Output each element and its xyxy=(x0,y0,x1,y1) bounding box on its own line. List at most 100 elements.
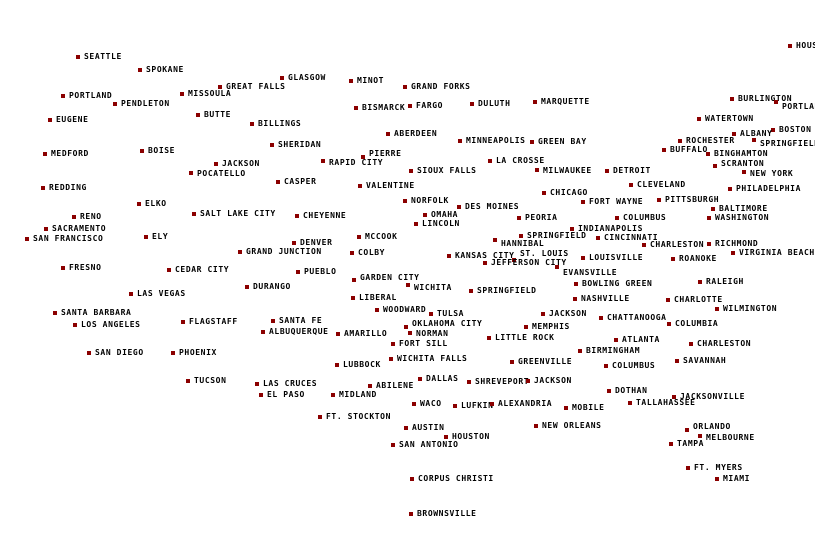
city-label: EVANSVILLE xyxy=(563,268,618,277)
city-dot xyxy=(493,238,497,242)
city-label: JEFFERSON CITY xyxy=(491,258,567,267)
city-dot xyxy=(389,357,393,361)
city-dot xyxy=(336,332,340,336)
city-label: GLASGOW xyxy=(288,73,326,82)
city-dot xyxy=(742,170,746,174)
city-label: NEW YORK xyxy=(750,169,794,178)
city-dot xyxy=(671,257,675,261)
city-label: CHARLESTON xyxy=(650,240,705,249)
city-label: LIBERAL xyxy=(359,293,397,302)
city-dot xyxy=(535,168,539,172)
city-dot xyxy=(409,512,413,516)
city-dot xyxy=(292,241,296,245)
city-label: BUTTE xyxy=(204,110,232,119)
city-label: PENDLETON xyxy=(121,99,170,108)
city-label: RAPID CITY xyxy=(329,158,384,167)
city-label: LAS CRUCES xyxy=(263,379,318,388)
city-dot xyxy=(318,415,322,419)
city-label: LOUISVILLE xyxy=(589,253,644,262)
city-label: SEATTLE xyxy=(84,52,122,61)
city-dot xyxy=(542,191,546,195)
city-dot xyxy=(512,258,516,262)
city-dot xyxy=(403,85,407,89)
city-label: ALBANY xyxy=(740,129,773,138)
city-dot xyxy=(410,477,414,481)
city-dot xyxy=(368,384,372,388)
city-label: OKLAHOMA CITY xyxy=(412,319,483,328)
city-dot xyxy=(404,325,408,329)
city-label: SALT LAKE CITY xyxy=(200,209,276,218)
city-dot xyxy=(604,364,608,368)
city-label: BOSTON xyxy=(779,125,812,134)
city-dot xyxy=(698,280,702,284)
city-label: MCCOOK xyxy=(365,232,398,241)
city-label: ELY xyxy=(152,232,169,241)
city-dot xyxy=(375,308,379,312)
city-dot xyxy=(605,169,609,173)
city-label: SAVANNAH xyxy=(683,356,727,365)
city-dot xyxy=(555,265,559,269)
city-dot xyxy=(469,289,473,293)
city-label: ORLANDO xyxy=(693,422,731,431)
city-dot xyxy=(259,393,263,397)
city-label: SPOKANE xyxy=(146,65,184,74)
city-label: PIERRE xyxy=(369,149,402,158)
city-label: EUGENE xyxy=(56,115,89,124)
city-dot xyxy=(129,292,133,296)
city-dot xyxy=(686,466,690,470)
city-dot xyxy=(76,55,80,59)
city-dot xyxy=(573,297,577,301)
city-dot xyxy=(447,254,451,258)
city-label: WATERTOWN xyxy=(705,114,754,123)
city-dot xyxy=(581,256,585,260)
city-label: CHARLOTTE xyxy=(674,295,723,304)
city-dot xyxy=(276,180,280,184)
city-dot xyxy=(599,316,603,320)
city-label: SHERIDAN xyxy=(278,140,322,149)
city-dot xyxy=(628,401,632,405)
city-dot xyxy=(533,100,537,104)
city-dot xyxy=(196,113,200,117)
city-dot xyxy=(140,149,144,153)
city-dot xyxy=(180,92,184,96)
city-dot xyxy=(732,132,736,136)
city-label: MELBOURNE xyxy=(706,433,755,442)
city-dot xyxy=(167,268,171,272)
city-label: MIDLAND xyxy=(339,390,377,399)
city-label: PEORIA xyxy=(525,213,558,222)
city-label: TULSA xyxy=(437,309,465,318)
city-label: OMAHA xyxy=(431,210,459,219)
city-dot xyxy=(657,198,661,202)
city-label: LUFKIN xyxy=(461,401,494,410)
city-dot xyxy=(280,76,284,80)
city-dot xyxy=(171,351,175,355)
city-dot xyxy=(728,187,732,191)
city-dot xyxy=(250,122,254,126)
city-dot xyxy=(189,171,193,175)
city-label: JACKSON xyxy=(534,376,572,385)
city-label: DALLAS xyxy=(426,374,459,383)
city-dot xyxy=(488,159,492,163)
city-label: FLAGSTAFF xyxy=(189,317,238,326)
city-dot xyxy=(706,152,710,156)
city-dot xyxy=(386,132,390,136)
city-dot xyxy=(607,389,611,393)
city-label: JACKSON xyxy=(549,309,587,318)
city-dot xyxy=(453,404,457,408)
city-label: NASHVILLE xyxy=(581,294,630,303)
city-dot xyxy=(412,402,416,406)
city-label: COLUMBIA xyxy=(675,319,719,328)
city-dot xyxy=(137,202,141,206)
city-label: ROCHESTER xyxy=(686,136,735,145)
city-label: BIRMINGHAM xyxy=(586,346,641,355)
city-label: SAN FRANCISCO xyxy=(33,234,104,243)
city-dot xyxy=(458,139,462,143)
city-label: CHICAGO xyxy=(550,188,588,197)
city-label: CORPUS CHRISTI xyxy=(418,474,494,483)
city-dot xyxy=(707,242,711,246)
city-label: CHATTANOOGA xyxy=(607,313,667,322)
city-dot xyxy=(361,155,365,159)
city-dot xyxy=(391,342,395,346)
city-label: VALENTINE xyxy=(366,181,415,190)
city-label: ABILENE xyxy=(376,381,414,390)
